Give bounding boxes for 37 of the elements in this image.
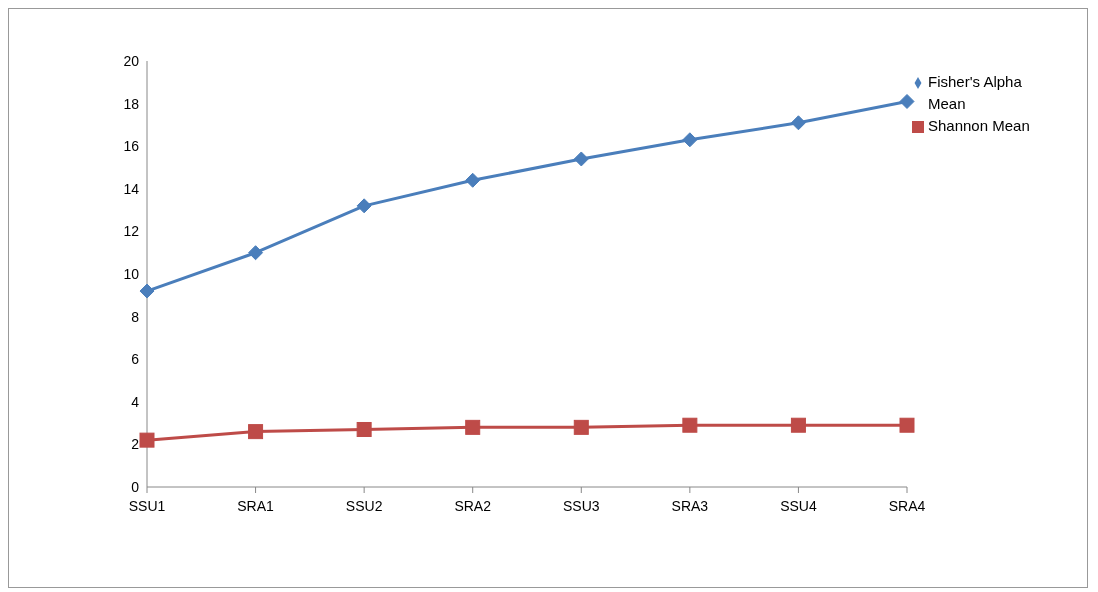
point [899, 93, 915, 109]
y-tick-label: 0 [131, 478, 140, 495]
point [573, 151, 589, 167]
y-tick-label: 10 [123, 265, 140, 282]
x-tick-label: SRA4 [888, 497, 926, 514]
x-tick-label: SSU4 [780, 497, 817, 514]
x-tick-label: SRA2 [454, 497, 492, 514]
x-tick-label: SRA3 [671, 497, 709, 514]
y-tick-label: 18 [123, 95, 140, 112]
y-tick-label: 4 [131, 393, 140, 410]
point [465, 419, 481, 435]
y-tick-label: 2 [131, 436, 140, 453]
x-tick-label: SSU3 [563, 497, 600, 514]
point [465, 172, 481, 188]
y-tick-label: 14 [123, 180, 140, 197]
x-tick-label: SSU1 [128, 497, 166, 514]
point [790, 115, 806, 131]
legend-label: Shannon Mean [928, 116, 1030, 136]
y-tick-label: 8 [131, 308, 140, 325]
point [682, 417, 698, 433]
x-tick-label: SSU2 [345, 497, 383, 514]
point [573, 419, 589, 435]
y-tick-label: 12 [123, 223, 140, 240]
x-tick-label: SRA1 [237, 497, 275, 514]
point [356, 421, 372, 437]
point [248, 245, 264, 261]
point [899, 417, 915, 433]
point [139, 283, 155, 299]
point [248, 424, 264, 440]
y-tick-label: 20 [123, 52, 140, 69]
point [139, 432, 155, 448]
legend-label: Fisher's Alpha Mean [928, 72, 1023, 114]
y-tick-label: 16 [123, 138, 140, 155]
point [682, 132, 698, 148]
y-tick-label: 6 [131, 351, 140, 368]
point [356, 198, 372, 214]
point [790, 417, 806, 433]
